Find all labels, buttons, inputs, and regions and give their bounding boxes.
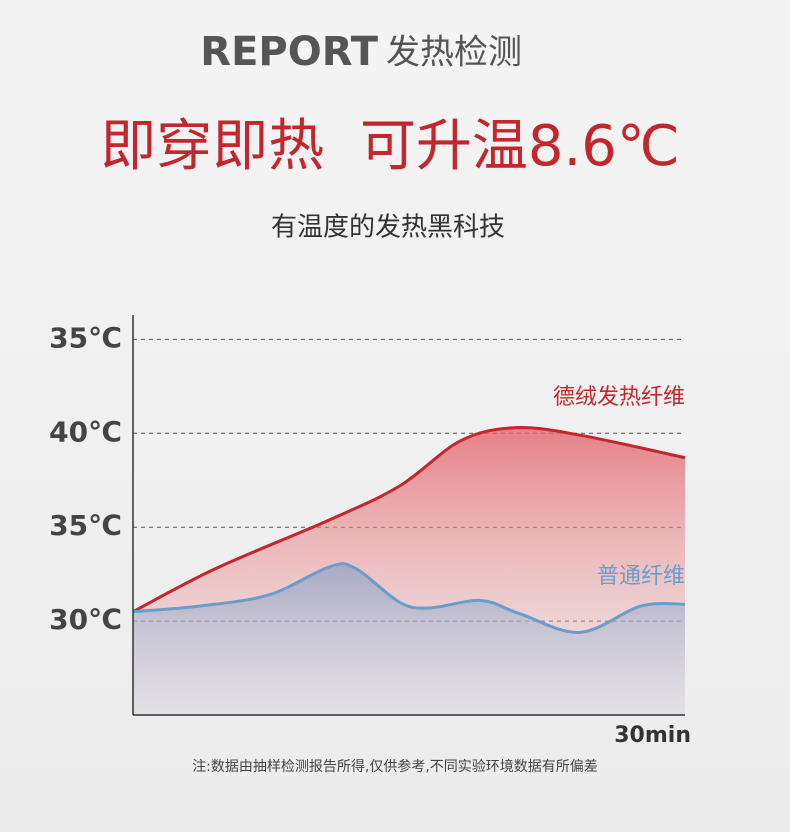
legend-label: 德绒发热纤维 — [553, 385, 685, 410]
y-tick-label: 40℃ — [49, 415, 122, 448]
legend-label: 普通纤维 — [597, 564, 685, 589]
line — [132, 562, 686, 634]
note: 注:数据由抽样检测报告所得,仅供参考,不同实验环境数据有所偏差 — [192, 758, 598, 775]
y-tick-label: 30℃ — [49, 603, 122, 636]
line — [132, 426, 686, 614]
y-tick-label: 35℃ — [49, 321, 122, 354]
headline: 即穿即热 可升温8.6℃ — [100, 114, 680, 179]
y-tick-label: 35℃ — [49, 509, 122, 542]
title-suffix: 发热检测 — [386, 33, 522, 73]
area — [133, 563, 685, 715]
caption: 有温度的发热黑科技 — [271, 213, 505, 243]
title: REPORT — [200, 29, 378, 75]
x-tick-label: 30min — [614, 723, 691, 748]
